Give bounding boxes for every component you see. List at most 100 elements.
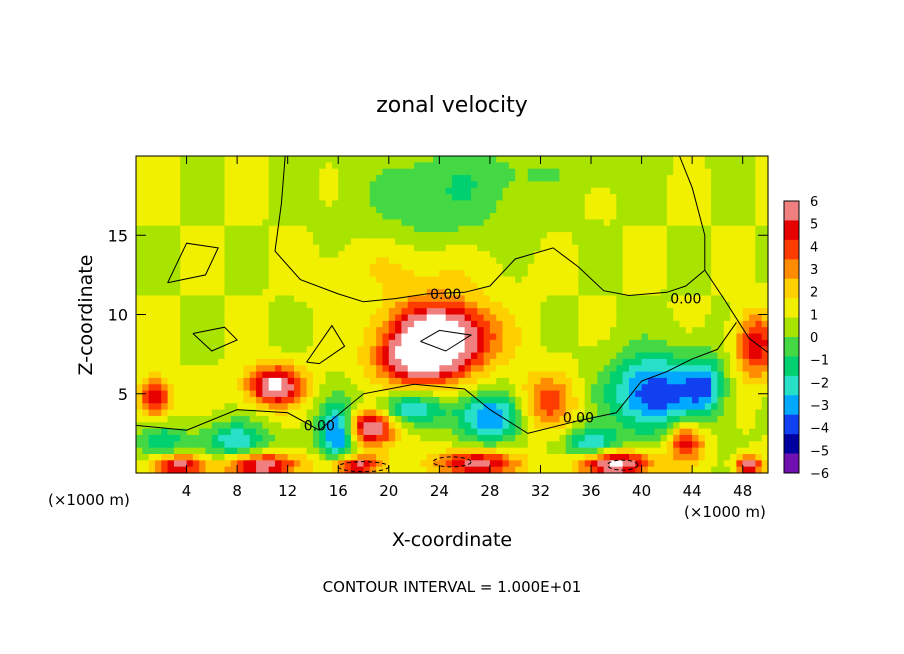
field-cell — [395, 257, 403, 265]
field-cell — [464, 320, 472, 328]
field-cell — [723, 156, 731, 163]
field-cell — [205, 396, 213, 404]
field-cell — [312, 289, 320, 297]
field-cell — [142, 447, 150, 455]
field-cell — [363, 295, 371, 303]
field-cell — [331, 187, 339, 195]
field-cell — [439, 187, 447, 195]
field-cell — [414, 434, 421, 442]
field-cell — [565, 447, 573, 455]
field-cell — [698, 314, 706, 322]
field-cell — [154, 168, 162, 176]
field-cell — [262, 270, 270, 278]
field-cell — [458, 403, 466, 411]
field-cell — [666, 415, 674, 423]
field-cell — [300, 225, 308, 233]
field-cell — [685, 390, 693, 398]
field-cell — [395, 263, 403, 271]
field-cell — [357, 384, 365, 392]
field-cell — [439, 308, 447, 316]
field-cell — [685, 181, 693, 189]
field-cell — [256, 270, 263, 278]
field-cell — [192, 206, 200, 214]
field-cell — [154, 428, 162, 436]
field-cell — [679, 396, 687, 404]
field-cell — [704, 263, 712, 271]
field-cell — [148, 403, 156, 411]
field-cell — [527, 257, 535, 265]
field-cell — [287, 422, 295, 430]
field-cell — [546, 396, 554, 404]
field-cell — [470, 453, 478, 461]
field-cell — [445, 276, 453, 284]
field-cell — [578, 327, 586, 335]
field-cell — [628, 232, 636, 240]
field-cell — [319, 225, 327, 233]
field-cell — [433, 358, 440, 366]
field-cell — [186, 308, 194, 316]
field-cell — [338, 396, 346, 404]
field-cell — [723, 320, 731, 328]
field-cell — [717, 358, 725, 366]
field-cell — [527, 447, 535, 455]
field-cell — [154, 295, 162, 303]
field-cell — [205, 200, 213, 208]
field-cell — [597, 225, 605, 233]
field-cell — [559, 339, 567, 347]
field-cell — [470, 181, 478, 189]
field-cell — [262, 295, 270, 303]
field-cell — [426, 441, 434, 449]
field-cell — [148, 339, 156, 347]
field-cell — [237, 422, 245, 430]
field-cell — [489, 314, 497, 322]
field-cell — [698, 232, 706, 240]
field-cell — [616, 365, 624, 373]
field-cell — [230, 301, 238, 309]
field-cell — [205, 232, 213, 240]
field-cell — [736, 339, 744, 347]
field-cell — [319, 257, 327, 265]
field-cell — [698, 162, 706, 170]
field-cell — [161, 460, 169, 468]
field-cell — [224, 352, 232, 360]
field-cell — [597, 295, 605, 303]
field-cell — [344, 206, 352, 214]
field-cell — [673, 460, 681, 468]
field-cell — [205, 352, 213, 360]
field-cell — [458, 156, 466, 163]
field-cell — [534, 409, 542, 417]
field-cell — [331, 276, 339, 284]
field-cell — [167, 339, 175, 347]
field-cell — [281, 415, 289, 423]
field-cell — [312, 409, 320, 417]
field-cell — [610, 339, 617, 347]
field-cell — [546, 352, 554, 360]
field-cell — [717, 352, 725, 360]
field-cell — [679, 384, 687, 392]
field-cell — [319, 314, 327, 322]
field-cell — [281, 257, 289, 265]
field-cell — [508, 295, 516, 303]
field-cell — [692, 225, 700, 233]
field-cell — [654, 339, 662, 347]
field-cell — [654, 453, 662, 461]
field-cell — [420, 232, 428, 240]
field-cell — [572, 175, 579, 182]
field-cell — [660, 156, 668, 163]
field-cell — [527, 377, 535, 385]
field-cell — [211, 377, 219, 385]
field-cell — [350, 346, 358, 354]
field-cell — [654, 346, 662, 354]
field-cell — [736, 466, 744, 474]
field-cell — [717, 365, 725, 373]
field-cell — [154, 276, 162, 284]
field-cell — [218, 263, 226, 271]
field-cell — [186, 339, 194, 347]
field-cell — [262, 422, 270, 430]
field-cell — [388, 168, 396, 176]
field-cell — [268, 441, 276, 449]
field-cell — [439, 244, 447, 252]
field-cell — [294, 384, 301, 392]
field-cell — [546, 460, 554, 468]
